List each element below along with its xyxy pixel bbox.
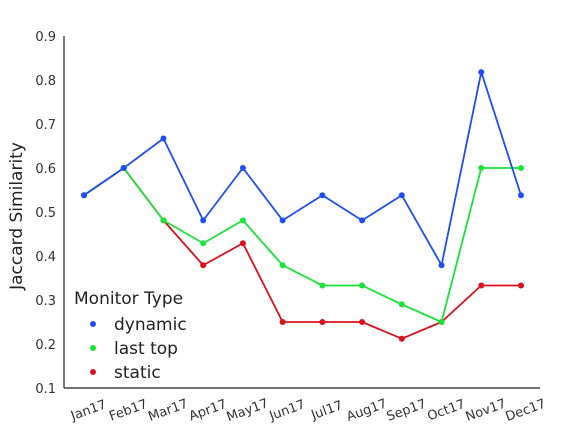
data-point bbox=[398, 301, 405, 308]
data-point bbox=[478, 69, 485, 76]
x-tick-label: Jul17 bbox=[309, 398, 345, 423]
data-point bbox=[279, 217, 286, 224]
legend-label: dynamic bbox=[114, 315, 187, 335]
y-tick-label: 0.9 bbox=[35, 30, 56, 45]
y-axis-title: Jaccard Similarity bbox=[7, 142, 27, 291]
data-point bbox=[81, 192, 87, 199]
legend-marker bbox=[90, 321, 96, 327]
x-tick-label: Jun17 bbox=[267, 397, 308, 424]
data-point bbox=[200, 262, 207, 269]
data-point bbox=[279, 262, 286, 269]
series-line bbox=[83, 167, 521, 323]
data-point bbox=[279, 319, 286, 325]
data-point bbox=[398, 335, 405, 342]
x-tick-label: Nov17 bbox=[464, 396, 509, 424]
series-line bbox=[83, 71, 522, 267]
y-tick-label: 0.6 bbox=[35, 162, 56, 177]
data-point bbox=[160, 217, 167, 224]
x-tick-label: Mar17 bbox=[146, 397, 190, 425]
data-point bbox=[478, 282, 485, 289]
legend-item: dynamic bbox=[90, 315, 187, 335]
data-point bbox=[478, 165, 485, 171]
x-tick-label: Sep17 bbox=[385, 397, 429, 425]
legend: Monitor Type dynamic last top static bbox=[74, 289, 187, 383]
legend-label: static bbox=[114, 363, 161, 383]
data-point bbox=[160, 135, 167, 142]
x-tick-label: Jan17 bbox=[68, 397, 108, 424]
y-tick-label: 0.5 bbox=[35, 206, 56, 221]
series-layer bbox=[81, 69, 524, 342]
y-tick-label: 0.4 bbox=[35, 250, 56, 265]
x-tick-label: Oct17 bbox=[425, 397, 467, 424]
data-point bbox=[518, 165, 524, 171]
data-point bbox=[359, 217, 366, 224]
x-tick-label: Apr17 bbox=[187, 397, 229, 424]
data-point bbox=[239, 165, 246, 171]
data-point bbox=[359, 319, 366, 325]
data-point bbox=[518, 282, 524, 289]
y-tick-label: 0.2 bbox=[35, 338, 56, 353]
data-point bbox=[200, 217, 207, 224]
data-point bbox=[120, 165, 127, 171]
data-point bbox=[319, 282, 326, 289]
legend-title: Monitor Type bbox=[74, 289, 183, 309]
data-point bbox=[239, 217, 246, 224]
legend-marker bbox=[90, 369, 96, 375]
legend-label: last top bbox=[114, 339, 178, 359]
legend-item: last top bbox=[90, 339, 178, 359]
x-tick-label: May17 bbox=[225, 396, 271, 425]
data-point bbox=[319, 319, 326, 325]
x-tick-label: Dec17 bbox=[504, 397, 548, 425]
legend-marker bbox=[90, 345, 96, 351]
y-tick-label: 0.8 bbox=[35, 74, 56, 89]
y-tick-label: 0.3 bbox=[35, 294, 56, 309]
y-tick-label: 0.7 bbox=[35, 118, 56, 133]
x-tick-label: Aug17 bbox=[345, 396, 390, 424]
data-point bbox=[359, 282, 366, 289]
data-point bbox=[438, 262, 445, 269]
data-point bbox=[319, 192, 326, 199]
legend-item: static bbox=[90, 363, 161, 383]
data-point bbox=[518, 192, 524, 199]
series-dynamic bbox=[81, 69, 524, 269]
data-point bbox=[438, 319, 445, 325]
x-tick-label: Feb17 bbox=[107, 397, 149, 425]
data-point bbox=[398, 192, 405, 199]
data-point bbox=[200, 240, 207, 247]
data-point bbox=[239, 240, 246, 247]
y-tick-label: 0.1 bbox=[35, 382, 56, 397]
